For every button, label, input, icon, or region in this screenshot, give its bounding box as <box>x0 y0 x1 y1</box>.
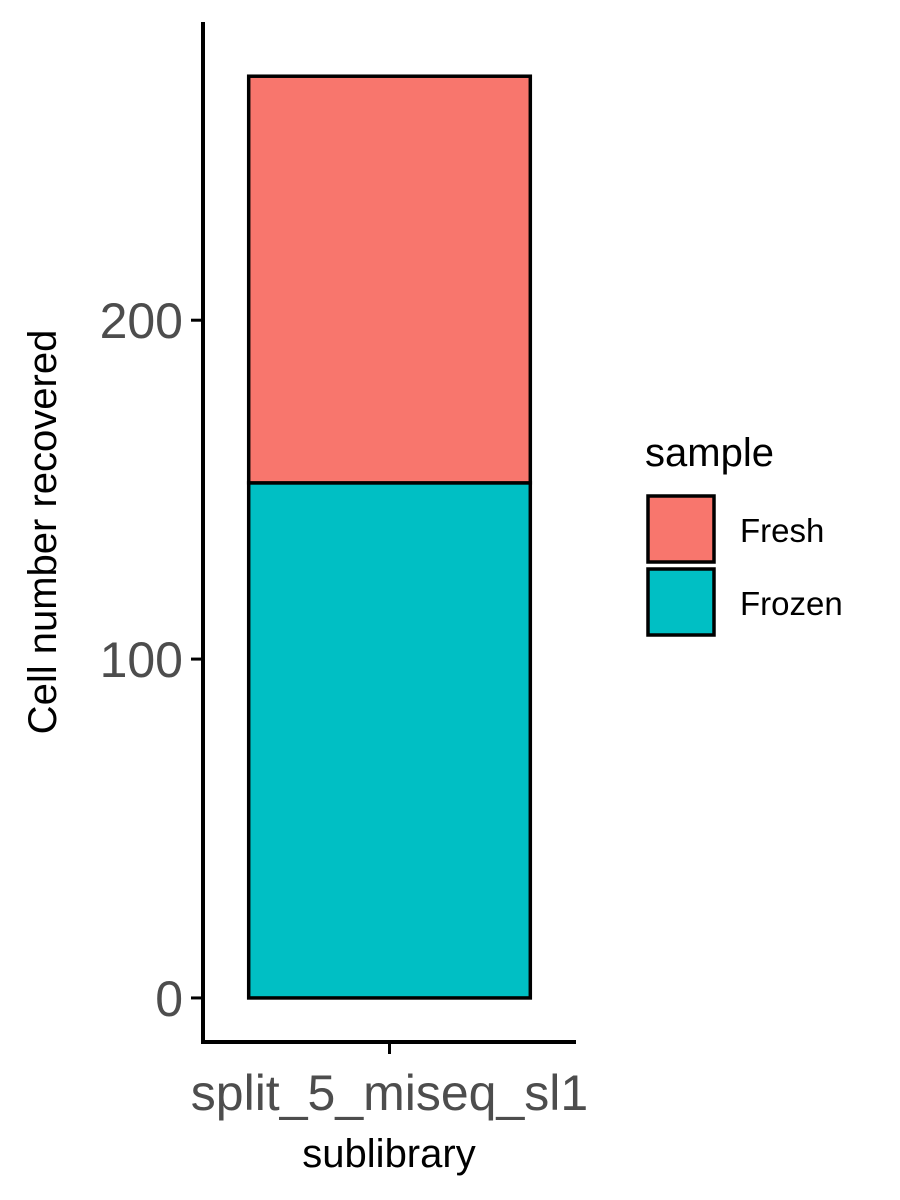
y-axis-title: Cell number recovered <box>21 330 65 735</box>
y-tick-label: 200 <box>100 293 183 349</box>
y-tick-label: 100 <box>100 632 183 688</box>
legend-key-frozen <box>646 567 716 637</box>
legend-key-fresh <box>646 494 716 564</box>
x-ticks-group: split_5_miseq_sl1 <box>191 1042 588 1121</box>
y-tick-label: 0 <box>155 971 183 1027</box>
legend-title: sample <box>645 431 774 475</box>
x-axis-title: sublibrary <box>302 1132 475 1176</box>
bar-fresh-0 <box>246 74 533 485</box>
legend-label-fresh: Fresh <box>740 512 824 549</box>
legend: sample Fresh Frozen <box>645 431 843 637</box>
x-tick-label: split_5_miseq_sl1 <box>191 1065 588 1121</box>
bar-frozen-0 <box>246 481 533 1000</box>
y-ticks-group: 0 100 200 <box>100 293 203 1027</box>
legend-label-frozen: Frozen <box>740 585 843 622</box>
bars-group <box>246 74 533 1000</box>
